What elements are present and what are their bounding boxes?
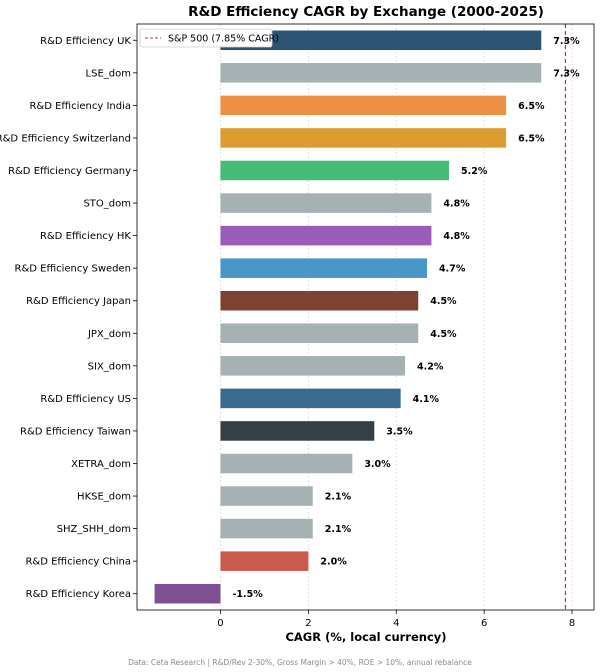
category-label: R&D Efficiency China [25,557,131,568]
value-label: 6.5% [518,101,545,112]
bar [220,95,507,116]
value-label: 2.1% [325,492,352,503]
bars [154,30,542,604]
category-label: XETRA_dom [71,459,131,470]
bar [220,63,542,83]
bar [220,388,401,409]
bar [220,486,313,506]
value-label: 3.0% [364,459,391,470]
value-labels: 7.3% 7.3% 6.5% 6.5% 5.2% 4.8% 4.8% 4.7% 4.5% 4.5%… [232,36,580,600]
value-label: 7.3% [553,68,580,79]
chart-title: R&D Efficiency CAGR by Exchange (2000-20… [188,4,544,20]
bar [220,323,419,344]
value-label: 2.1% [325,524,352,535]
category-label: HKSE_dom [77,492,131,503]
legend-box [139,28,273,48]
legend: S&P 500 (7.85% CAGR) [139,28,279,48]
value-label: 6.5% [518,133,545,144]
bar [220,225,432,246]
bar [220,551,309,571]
value-label: 4.8% [443,231,470,242]
category-labels: R&D Efficiency UK LSE_dom R&D Efficiency I… [0,36,137,600]
value-label: 4.7% [439,264,466,275]
bar [220,258,428,278]
value-label: 3.5% [386,426,413,437]
value-label: -1.5% [232,589,263,600]
bar [220,160,449,181]
plot-frame [136,23,595,611]
category-label: LSE_dom [86,68,131,79]
x-axis-label: CAGR (%, local currency) [285,630,446,644]
bar [220,193,432,213]
x-tick-label: 8 [569,618,575,629]
legend-label: S&P 500 (7.85% CAGR) [168,34,279,45]
category-label: R&D Efficiency Sweden [15,264,132,275]
bar [220,30,542,51]
category-label: R&D Efficiency Korea [26,589,131,600]
bar [220,128,507,148]
category-label: R&D Efficiency HK [40,231,131,242]
bar [220,453,353,474]
bar [220,290,419,311]
value-label: 4.5% [430,329,457,340]
data-source-footer: Data: Ceta Research | R&D/Rev 2-30%, Gro… [128,658,472,667]
gridlines [220,24,573,610]
category-label: JPX_dom [87,329,131,340]
category-label: R&D Efficiency Switzerland [0,133,131,144]
x-tick-label: 0 [217,618,223,629]
value-label: 7.3% [553,36,580,47]
category-label: R&D Efficiency India [29,101,131,112]
category-label: STO_dom [83,199,131,210]
bar [220,356,406,376]
bar [220,421,375,441]
value-label: 4.1% [413,394,440,405]
value-label: 4.5% [430,296,457,307]
x-tick-label: 4 [393,618,399,629]
value-label: 4.8% [443,199,470,210]
category-label: SIX_dom [88,361,131,372]
value-label: 2.0% [320,557,347,568]
category-label: R&D Efficiency UK [40,36,131,47]
bar [220,518,313,539]
value-label: 4.2% [417,361,444,372]
category-label: R&D Efficiency Taiwan [20,426,131,437]
value-label: 5.2% [461,166,488,177]
x-tick-label: 2 [305,618,311,629]
x-tick-label: 6 [481,618,487,629]
category-label: R&D Efficiency Japan [26,296,131,307]
bar [154,583,221,604]
category-label: R&D Efficiency Germany [8,166,131,177]
category-label: SHZ_SHH_dom [57,524,131,535]
x-axis-ticks: 0 2 4 6 8 [217,610,575,629]
category-label: R&D Efficiency US [40,394,131,405]
